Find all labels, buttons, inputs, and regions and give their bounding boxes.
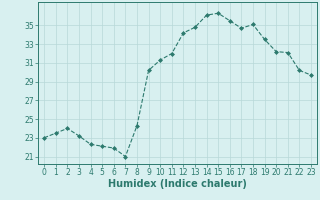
X-axis label: Humidex (Indice chaleur): Humidex (Indice chaleur)	[108, 179, 247, 189]
